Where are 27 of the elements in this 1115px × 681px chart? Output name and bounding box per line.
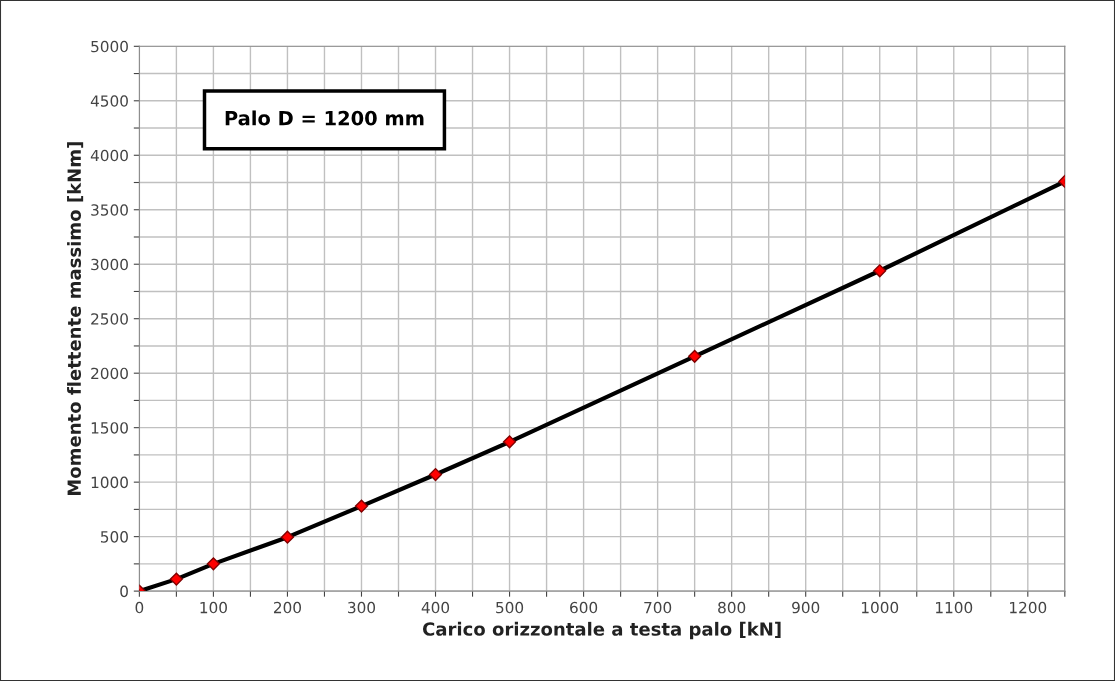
x-tick-label: 0 — [135, 601, 144, 614]
x-tick-label: 600 — [570, 601, 598, 614]
x-tick-label: 200 — [273, 601, 302, 614]
x-tick-label: 800 — [718, 601, 746, 614]
y-tick-label: 4000 — [90, 149, 128, 162]
y-tick-label: 5000 — [91, 40, 128, 53]
x-tick-label: 1100 — [936, 601, 973, 614]
y-tick-label: 3500 — [91, 204, 128, 216]
x-tick-label: 500 — [496, 601, 524, 614]
x-tick-label: 1200 — [1010, 601, 1047, 614]
x-tick-label: 100 — [200, 601, 227, 614]
y-tick-label: 500 — [100, 531, 128, 543]
y-tick-label: 2000 — [91, 367, 128, 380]
x-tick-label: 900 — [792, 601, 820, 614]
x-tick-label: 700 — [644, 601, 672, 614]
x-axis-title: Carico orizzontale a testa palo [kN] — [422, 621, 781, 640]
y-tick-label: 0 — [120, 585, 128, 598]
x-tick-label: 400 — [421, 601, 450, 614]
y-axis-title: Momento flettente massimo [kNm] — [67, 142, 84, 496]
y-tick-label: 1500 — [91, 422, 128, 434]
x-tick-label: 1000 — [861, 601, 899, 614]
text: Palo D = 1200 mm — [225, 110, 424, 126]
y-tick-label: 3000 — [91, 258, 128, 271]
y-tick-label: 1000 — [91, 476, 128, 489]
y-tick-label: 4500 — [90, 95, 128, 107]
y-tick-label: 2500 — [91, 313, 128, 325]
x-tick-label: 300 — [348, 601, 376, 614]
